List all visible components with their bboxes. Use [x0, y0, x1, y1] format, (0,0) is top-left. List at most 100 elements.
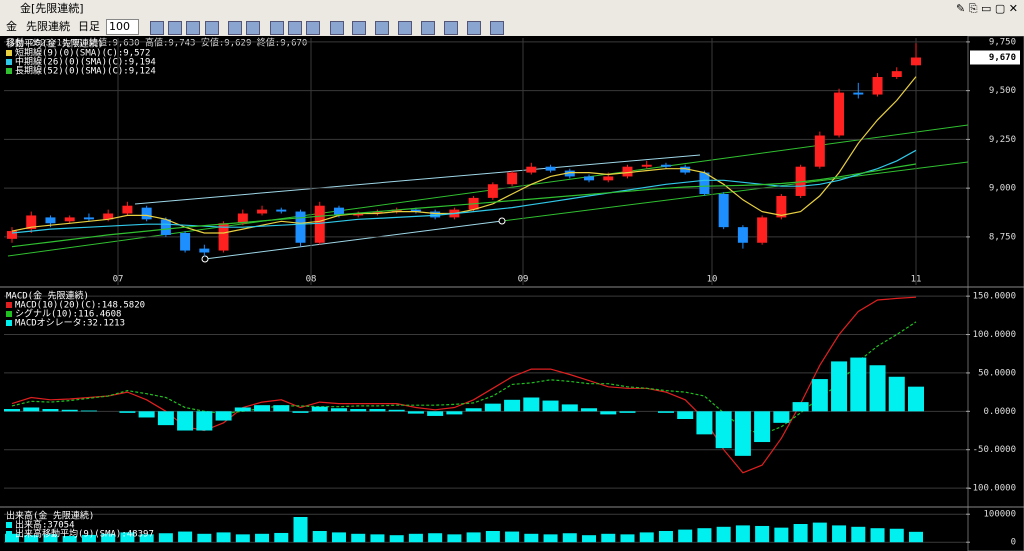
- candle-body: [199, 248, 210, 253]
- tool-icon[interactable]: [421, 21, 435, 35]
- y-tick-label: 9,250: [989, 135, 1016, 145]
- candle-body: [718, 194, 729, 228]
- info-line: 日付:2023/11/01 始値:9,630 高値:9,743 安値:9,629…: [6, 37, 307, 49]
- volume-bar: [793, 524, 808, 543]
- tool-icon[interactable]: [150, 21, 164, 35]
- candle-body: [545, 166, 556, 171]
- count[interactable]: 100: [106, 19, 139, 35]
- tool-icon[interactable]: [398, 21, 412, 35]
- histogram-bar: [792, 402, 809, 412]
- histogram-bar: [619, 411, 636, 413]
- volume-bar: [370, 534, 385, 543]
- axis-area: [967, 36, 1024, 551]
- tool-icon[interactable]: [444, 21, 458, 35]
- candle-body: [64, 217, 75, 222]
- histogram-bar: [850, 357, 867, 412]
- volume-bar: [832, 525, 847, 543]
- series-line: [11, 163, 917, 248]
- x-tick-label: 10: [707, 275, 718, 285]
- histogram-bar: [80, 410, 97, 412]
- volume-bar: [120, 532, 135, 543]
- candle-body: [237, 213, 248, 224]
- tool-icon[interactable]: [490, 21, 504, 35]
- candle-body: [353, 213, 364, 216]
- candle-body: [699, 172, 710, 194]
- trend-line: [134, 154, 701, 205]
- last-price-box: [970, 50, 1020, 65]
- background: [0, 36, 1024, 551]
- volume-bar: [697, 528, 712, 543]
- trend-anchor: [498, 217, 506, 225]
- histogram-bar: [350, 409, 367, 412]
- tool-icon[interactable]: [375, 21, 389, 35]
- histogram-bar: [388, 409, 405, 412]
- legend-swatch: [6, 320, 12, 326]
- tool-icon[interactable]: [228, 21, 242, 35]
- histogram-bar: [754, 411, 771, 443]
- volume-bar: [639, 532, 654, 543]
- y-tick-label: 100.0000: [973, 330, 1016, 340]
- series-line: [11, 76, 917, 234]
- symbol[interactable]: 金: [6, 20, 17, 33]
- y-tick-label: 9,500: [989, 86, 1016, 96]
- x-tick-label: 08: [306, 275, 317, 285]
- histogram-bar: [831, 361, 848, 412]
- volume-bar: [197, 533, 212, 543]
- candle-body: [218, 223, 229, 251]
- tool-icon[interactable]: [288, 21, 302, 35]
- y-tick-label: 0: [1011, 538, 1016, 548]
- legend-swatch: [6, 68, 12, 74]
- volume-bar: [447, 534, 462, 543]
- candle-body: [314, 205, 325, 243]
- chart: 日付:2023/11/01 始値:9,630 高値:9,743 安値:9,629…: [0, 36, 1024, 551]
- candle-body: [26, 215, 37, 230]
- legend-entry: 中期線(26)(0)(SMA)(C):9,194: [15, 56, 156, 68]
- candle-body: [814, 135, 825, 167]
- histogram-bar: [734, 411, 751, 456]
- x-tick-label: 07: [113, 275, 124, 285]
- volume-bar: [889, 528, 904, 543]
- candle-body: [911, 57, 921, 66]
- tool-icon[interactable]: [205, 21, 219, 35]
- histogram-bar: [177, 411, 194, 431]
- tool-icon[interactable]: [168, 21, 182, 35]
- histogram-bar: [234, 407, 251, 412]
- tool-icon[interactable]: [467, 21, 481, 35]
- histogram-bar: [504, 399, 521, 412]
- histogram-bar: [4, 409, 20, 412]
- histogram-bar: [369, 409, 386, 412]
- histogram-bar: [61, 409, 78, 412]
- volume-bar: [562, 533, 577, 543]
- tool-icon[interactable]: [270, 21, 284, 35]
- histogram-bar: [119, 411, 136, 413]
- tool-icon[interactable]: [306, 21, 320, 35]
- histogram-bar: [254, 405, 271, 412]
- volume-bar: [351, 533, 366, 543]
- histogram-bar: [677, 411, 694, 419]
- candle-body: [603, 176, 614, 181]
- histogram-bar: [600, 411, 617, 415]
- candle-body: [257, 209, 268, 214]
- volume-bar: [178, 531, 193, 543]
- tool-icon[interactable]: [186, 21, 200, 35]
- legend-entry: MACD(10)(20)(C):148.5820: [15, 301, 145, 311]
- histogram-bar: [811, 379, 828, 412]
- candle-body: [737, 227, 748, 243]
- contract[interactable]: 先限連続: [26, 20, 70, 33]
- histogram-bar: [292, 411, 309, 413]
- volume-bar: [24, 535, 39, 543]
- tool-icon[interactable]: [330, 21, 344, 35]
- window-buttons[interactable]: ✎ ⎘ ▭ ▢ ✕: [955, 2, 1018, 15]
- histogram-bar: [465, 408, 482, 412]
- candle-body: [180, 233, 191, 251]
- candle-body: [853, 92, 864, 95]
- tool-icon[interactable]: [246, 21, 260, 35]
- legend-entry: シグナル(10):116.4608: [15, 308, 121, 320]
- histogram-bar: [888, 376, 905, 412]
- trend-anchor: [201, 255, 209, 263]
- period[interactable]: 日足: [78, 20, 100, 33]
- tool-icon[interactable]: [352, 21, 366, 35]
- candle-body: [564, 170, 575, 177]
- histogram-bar: [427, 411, 444, 416]
